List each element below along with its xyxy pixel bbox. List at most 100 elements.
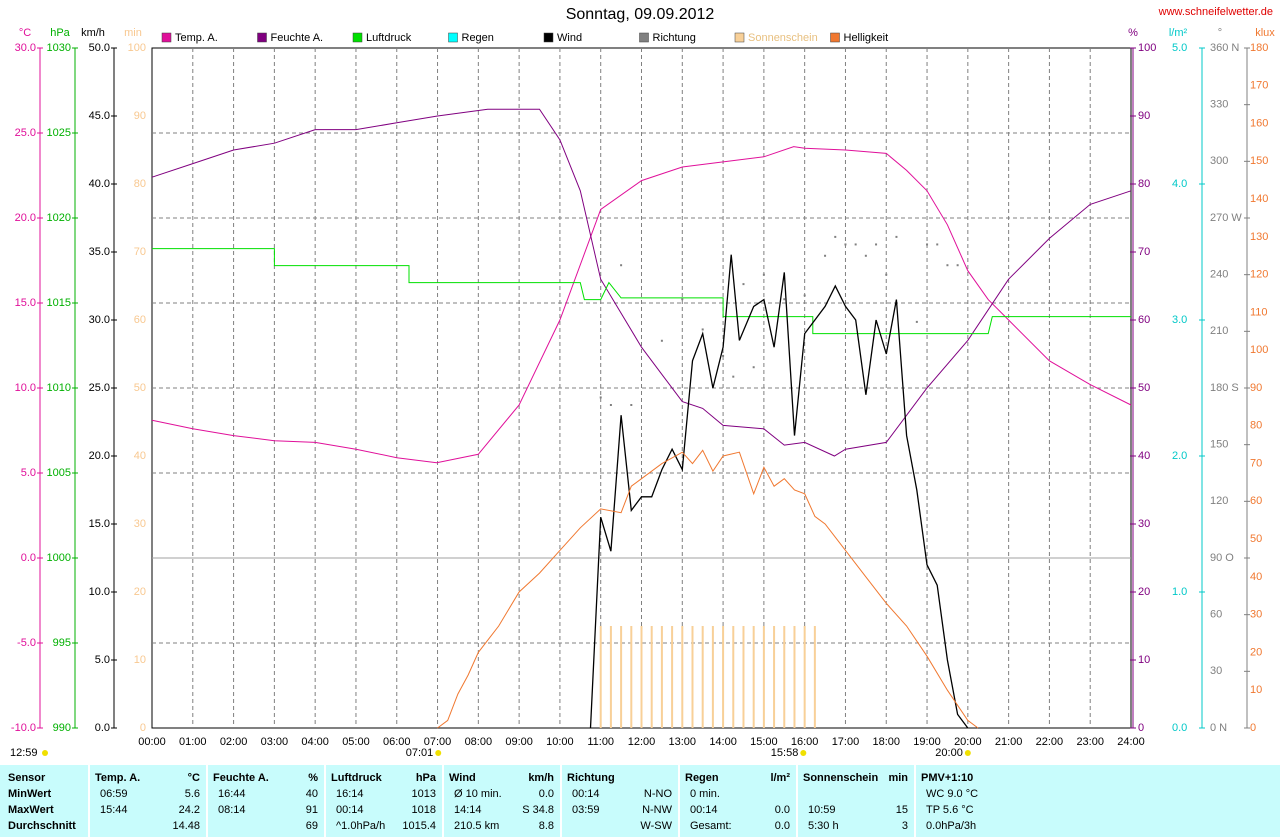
direction-dot: [956, 264, 959, 267]
table-header: Sensor: [8, 772, 46, 784]
x-tick-label: 03:00: [261, 736, 289, 748]
x-tick-label: 17:00: [832, 736, 860, 748]
y-tick-label: 1015: [47, 297, 71, 309]
cell-time: 00:14: [336, 804, 364, 816]
group-unit: min: [888, 772, 908, 784]
x-tick-label: 21:00: [995, 736, 1023, 748]
cell-time: 16:44: [218, 788, 246, 800]
y-tick-label: 20.0: [15, 212, 36, 224]
y-tick-label: 0: [1138, 722, 1144, 734]
y-tick-label: 90: [134, 110, 146, 122]
y-tick-label: 20: [134, 586, 146, 598]
y-tick-label: 50.0: [89, 42, 110, 54]
y-tick-label: 50: [1138, 382, 1150, 394]
direction-dot: [936, 243, 939, 246]
x-tick-label: 19:00: [913, 736, 941, 748]
sunshine-bar: [732, 626, 735, 728]
row-label: MinWert: [8, 788, 52, 800]
y-tick-label: 1030: [47, 42, 71, 54]
cell-time: 0 min.: [690, 788, 720, 800]
group-header: Temp. A.: [95, 772, 140, 784]
sunshine-bar: [762, 626, 765, 728]
group-header: Feuchte A.: [213, 772, 269, 784]
y-tick-label: 3.0: [1172, 314, 1187, 326]
y-tick-label: 0.0: [1172, 722, 1187, 734]
direction-dot: [732, 375, 735, 378]
x-tick-label: 02:00: [220, 736, 248, 748]
y-tick-label: 10.0: [89, 586, 110, 598]
direction-dot: [885, 273, 888, 276]
y-tick-label: 180 S: [1210, 382, 1239, 394]
legend-swatch: [734, 32, 745, 43]
sunshine-bar: [793, 626, 796, 728]
y-tick-label: 30: [1250, 609, 1262, 621]
cell-time: 06:59: [100, 788, 128, 800]
x-tick-label: 20:00: [954, 736, 982, 748]
sunshine-bar: [660, 626, 663, 728]
x-tick-label: 15:00: [750, 736, 778, 748]
group-unit: °C: [188, 772, 200, 784]
group-unit: km/h: [528, 772, 554, 784]
y-tick-label: 70: [1250, 457, 1262, 469]
x-tick-label: 18:00: [872, 736, 900, 748]
cell-time: 08:14: [218, 804, 246, 816]
legend-swatch: [352, 32, 363, 43]
y-tick-label: 30.0: [89, 314, 110, 326]
cell-value: 1015.4: [402, 820, 436, 832]
direction-dot: [620, 264, 623, 267]
y-tick-label: 150: [1210, 439, 1228, 451]
direction-dot: [803, 294, 806, 297]
y-tick-label: 30.0: [15, 42, 36, 54]
y-tick-label: 70: [134, 246, 146, 258]
sunshine-bar: [752, 626, 755, 728]
legend-label: Regen: [462, 32, 494, 44]
x-tick-label: 22:00: [1036, 736, 1064, 748]
x-tick-label: 14:00: [709, 736, 737, 748]
legend-swatch: [161, 32, 172, 43]
sunshine-bar: [783, 626, 786, 728]
group-header: Regen: [685, 772, 719, 784]
source-link[interactable]: www.schneifelwetter.de: [1158, 6, 1273, 18]
x-tick-label: 06:00: [383, 736, 411, 748]
y-tick-label: 15.0: [89, 518, 110, 530]
group-header: Luftdruck: [331, 772, 383, 784]
direction-dot: [722, 354, 725, 357]
cell-time: 210.5 km: [454, 820, 499, 832]
axis-title: °C: [19, 27, 31, 39]
cell-value: W-SW: [640, 820, 672, 832]
sunshine-bar: [701, 626, 704, 728]
y-tick-label: 0: [140, 722, 146, 734]
cell-time: TP 5.6 °C: [926, 804, 974, 816]
cell-value: N-NW: [642, 804, 673, 816]
legend-swatch: [830, 32, 840, 43]
cell-time: 14:14: [454, 804, 482, 816]
cell-value: 8.8: [539, 820, 554, 832]
y-tick-label: 20: [1138, 586, 1150, 598]
series-line: [152, 248, 1131, 335]
cell-time: 00:14: [690, 804, 718, 816]
cell-value: 14.48: [172, 820, 200, 832]
sunshine-bar: [773, 626, 776, 728]
sunshine-bar: [813, 626, 816, 728]
y-tick-label: 330: [1210, 99, 1228, 111]
sunshine-bar: [630, 626, 633, 728]
series-line: [151, 146, 1132, 464]
sunshine-bar: [650, 626, 653, 728]
axis-title: l/m²: [1169, 27, 1188, 39]
y-tick-label: 20.0: [89, 450, 110, 462]
row-label: Durchschnitt: [8, 820, 76, 832]
direction-dot: [915, 320, 918, 323]
y-tick-label: 120: [1250, 269, 1268, 281]
chart-title: Sonntag, 09.09.2012: [566, 6, 715, 23]
y-tick-label: 70: [1138, 246, 1150, 258]
group-unit: l/m²: [770, 772, 790, 784]
direction-dot: [752, 366, 755, 369]
y-tick-label: 0 N: [1210, 722, 1227, 734]
group-header: Wind: [449, 772, 476, 784]
legend-label: Feuchte A.: [271, 32, 324, 44]
y-tick-label: 1005: [47, 467, 71, 479]
cell-time: 15:44: [100, 804, 128, 816]
y-tick-label: 2.0: [1172, 450, 1187, 462]
x-tick-label: 01:00: [179, 736, 207, 748]
